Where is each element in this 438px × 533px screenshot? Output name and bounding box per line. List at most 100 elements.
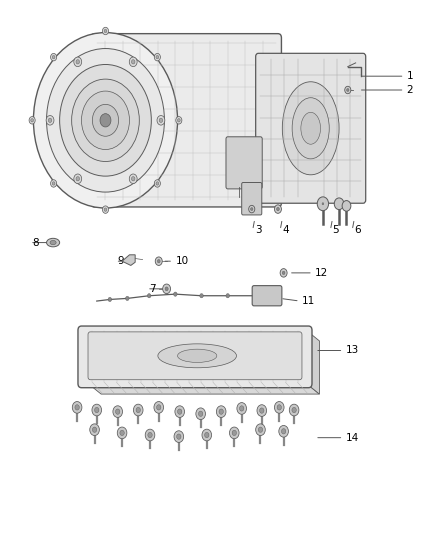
- Circle shape: [134, 404, 143, 416]
- Ellipse shape: [177, 349, 217, 362]
- Circle shape: [48, 118, 52, 123]
- Circle shape: [157, 260, 160, 263]
- Circle shape: [174, 431, 184, 442]
- Circle shape: [117, 427, 127, 439]
- Circle shape: [72, 401, 82, 413]
- Circle shape: [292, 407, 296, 413]
- Circle shape: [148, 432, 152, 438]
- Circle shape: [50, 53, 57, 61]
- Circle shape: [200, 294, 203, 298]
- Text: 2: 2: [407, 85, 413, 95]
- Circle shape: [76, 60, 80, 64]
- Circle shape: [162, 284, 170, 294]
- Polygon shape: [122, 255, 135, 265]
- Text: 8: 8: [32, 238, 39, 247]
- Circle shape: [102, 27, 109, 35]
- Circle shape: [230, 427, 239, 439]
- Circle shape: [129, 57, 137, 67]
- Circle shape: [202, 429, 212, 441]
- Circle shape: [216, 406, 226, 417]
- Circle shape: [256, 424, 265, 435]
- Text: 6: 6: [354, 225, 361, 236]
- Circle shape: [237, 402, 247, 414]
- Circle shape: [177, 434, 181, 439]
- Circle shape: [90, 424, 99, 435]
- Ellipse shape: [292, 98, 329, 159]
- Circle shape: [173, 292, 177, 296]
- Circle shape: [277, 405, 282, 410]
- Circle shape: [198, 411, 203, 416]
- Text: 14: 14: [346, 433, 359, 443]
- Circle shape: [346, 88, 349, 92]
- Circle shape: [102, 206, 109, 213]
- Ellipse shape: [46, 49, 164, 192]
- Circle shape: [154, 401, 163, 413]
- Circle shape: [177, 409, 182, 414]
- Circle shape: [92, 427, 97, 432]
- Circle shape: [280, 269, 287, 277]
- Circle shape: [145, 429, 155, 441]
- FancyBboxPatch shape: [226, 137, 262, 189]
- Circle shape: [175, 406, 184, 417]
- Circle shape: [249, 205, 255, 213]
- Circle shape: [155, 257, 162, 265]
- Circle shape: [350, 68, 355, 74]
- Circle shape: [258, 427, 263, 432]
- Circle shape: [95, 407, 99, 413]
- Circle shape: [74, 174, 81, 183]
- Ellipse shape: [72, 79, 139, 161]
- Circle shape: [116, 409, 120, 414]
- Circle shape: [31, 119, 33, 122]
- Circle shape: [92, 404, 102, 416]
- Circle shape: [205, 432, 209, 438]
- FancyBboxPatch shape: [242, 182, 262, 215]
- Circle shape: [136, 407, 141, 413]
- Circle shape: [108, 297, 112, 302]
- Circle shape: [120, 430, 124, 435]
- Text: 7: 7: [149, 284, 156, 294]
- Text: 4: 4: [283, 225, 289, 236]
- Circle shape: [159, 118, 162, 123]
- Circle shape: [317, 197, 328, 211]
- Circle shape: [219, 409, 223, 414]
- Ellipse shape: [283, 82, 339, 175]
- Circle shape: [289, 404, 299, 416]
- Circle shape: [154, 180, 160, 187]
- Circle shape: [156, 55, 159, 59]
- FancyBboxPatch shape: [252, 286, 282, 306]
- Text: 12: 12: [315, 268, 328, 278]
- Circle shape: [334, 198, 344, 209]
- Circle shape: [129, 174, 137, 183]
- Ellipse shape: [100, 114, 111, 127]
- Circle shape: [275, 205, 282, 213]
- Circle shape: [126, 296, 129, 301]
- FancyBboxPatch shape: [256, 53, 366, 203]
- Circle shape: [74, 57, 81, 67]
- Polygon shape: [88, 383, 319, 394]
- Circle shape: [29, 117, 35, 124]
- Circle shape: [282, 429, 286, 434]
- Circle shape: [76, 176, 80, 181]
- Circle shape: [131, 60, 135, 64]
- Circle shape: [52, 182, 55, 185]
- Circle shape: [104, 29, 107, 33]
- Ellipse shape: [50, 240, 56, 245]
- Circle shape: [321, 201, 325, 206]
- Circle shape: [154, 53, 160, 61]
- Circle shape: [75, 405, 79, 410]
- Circle shape: [177, 119, 180, 122]
- Circle shape: [282, 271, 285, 274]
- Circle shape: [52, 55, 55, 59]
- Text: 5: 5: [332, 225, 339, 236]
- Ellipse shape: [33, 33, 177, 208]
- Ellipse shape: [158, 344, 237, 368]
- Circle shape: [226, 294, 230, 298]
- Circle shape: [156, 405, 161, 410]
- FancyBboxPatch shape: [78, 326, 312, 387]
- Circle shape: [232, 430, 237, 435]
- Circle shape: [131, 176, 135, 181]
- Ellipse shape: [60, 64, 151, 176]
- Text: 10: 10: [175, 256, 188, 266]
- Text: 1: 1: [407, 71, 413, 81]
- Ellipse shape: [301, 112, 321, 144]
